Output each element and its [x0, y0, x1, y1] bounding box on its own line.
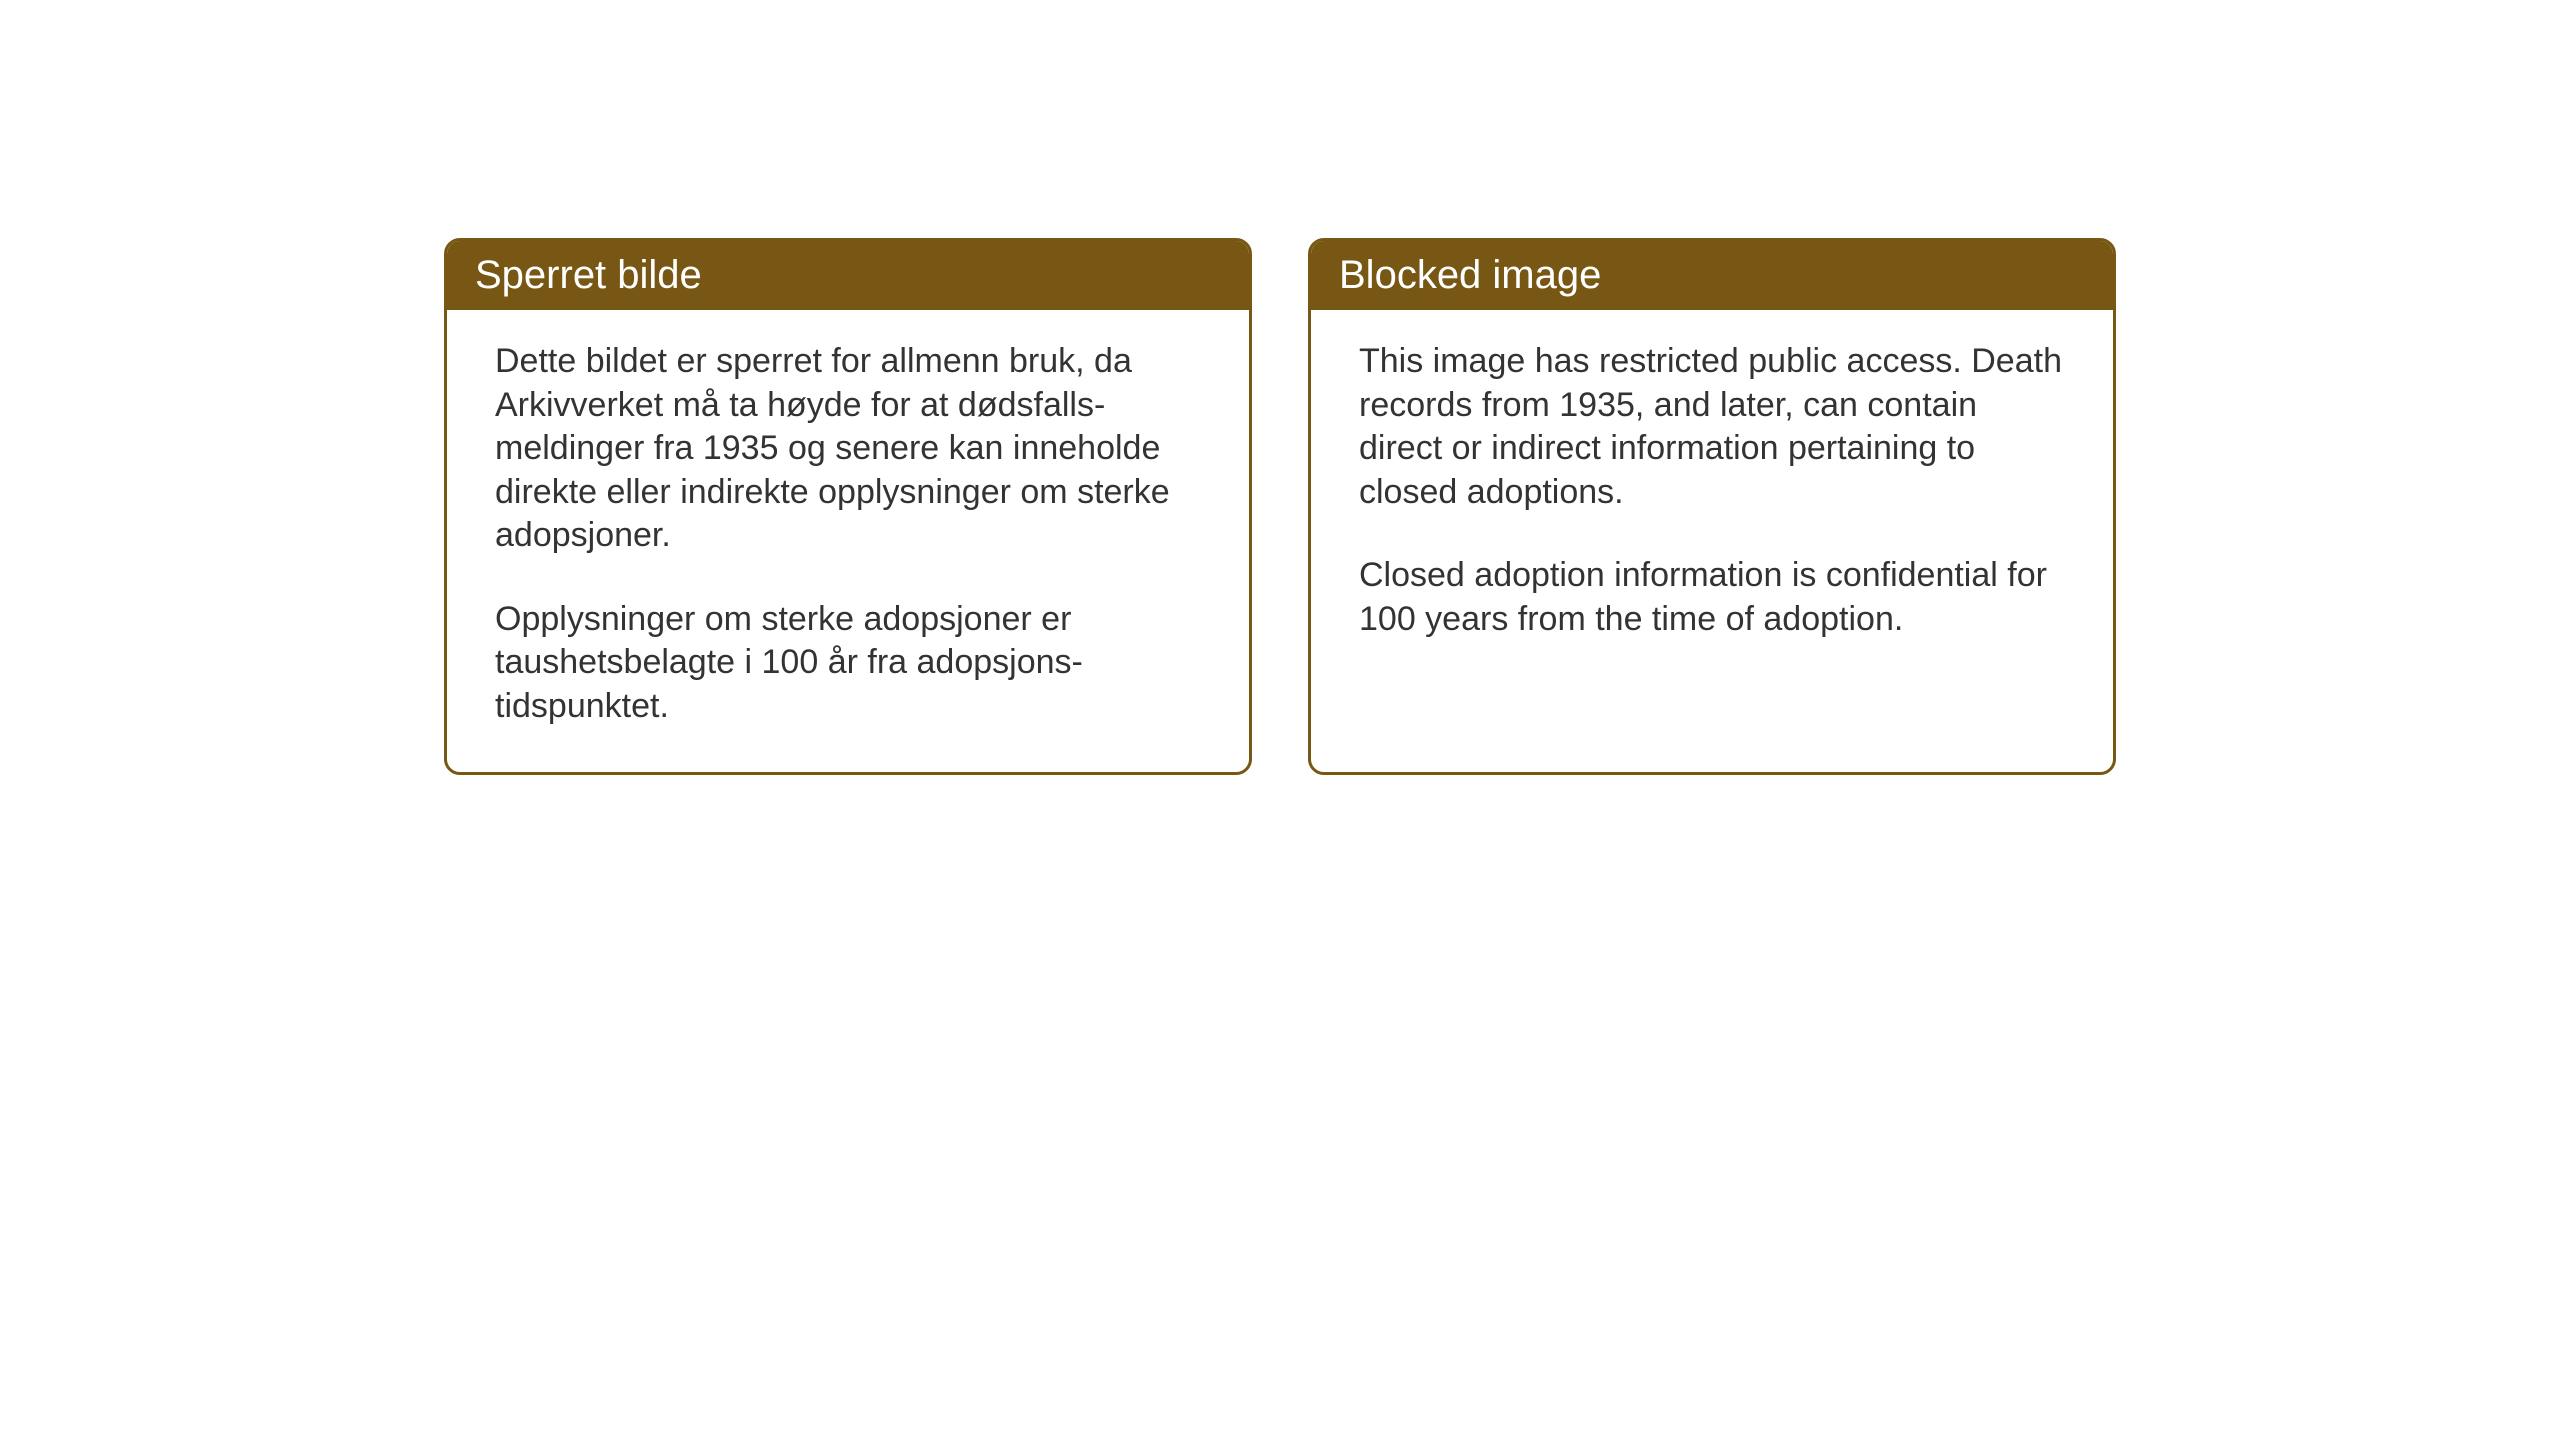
- notice-paragraph-1-english: This image has restricted public access.…: [1359, 340, 2065, 514]
- notice-title-norwegian: Sperret bilde: [475, 253, 702, 297]
- notice-body-english: This image has restricted public access.…: [1311, 310, 2113, 685]
- notice-card-norwegian: Sperret bilde Dette bildet er sperret fo…: [444, 238, 1252, 775]
- notice-container: Sperret bilde Dette bildet er sperret fo…: [444, 238, 2116, 775]
- notice-paragraph-2-english: Closed adoption information is confident…: [1359, 554, 2065, 641]
- notice-paragraph-1-norwegian: Dette bildet er sperret for allmenn bruk…: [495, 340, 1201, 558]
- notice-header-norwegian: Sperret bilde: [447, 241, 1249, 310]
- notice-paragraph-2-norwegian: Opplysninger om sterke adopsjoner er tau…: [495, 598, 1201, 729]
- notice-header-english: Blocked image: [1311, 241, 2113, 310]
- notice-card-english: Blocked image This image has restricted …: [1308, 238, 2116, 775]
- notice-title-english: Blocked image: [1339, 253, 1601, 297]
- notice-body-norwegian: Dette bildet er sperret for allmenn bruk…: [447, 310, 1249, 772]
